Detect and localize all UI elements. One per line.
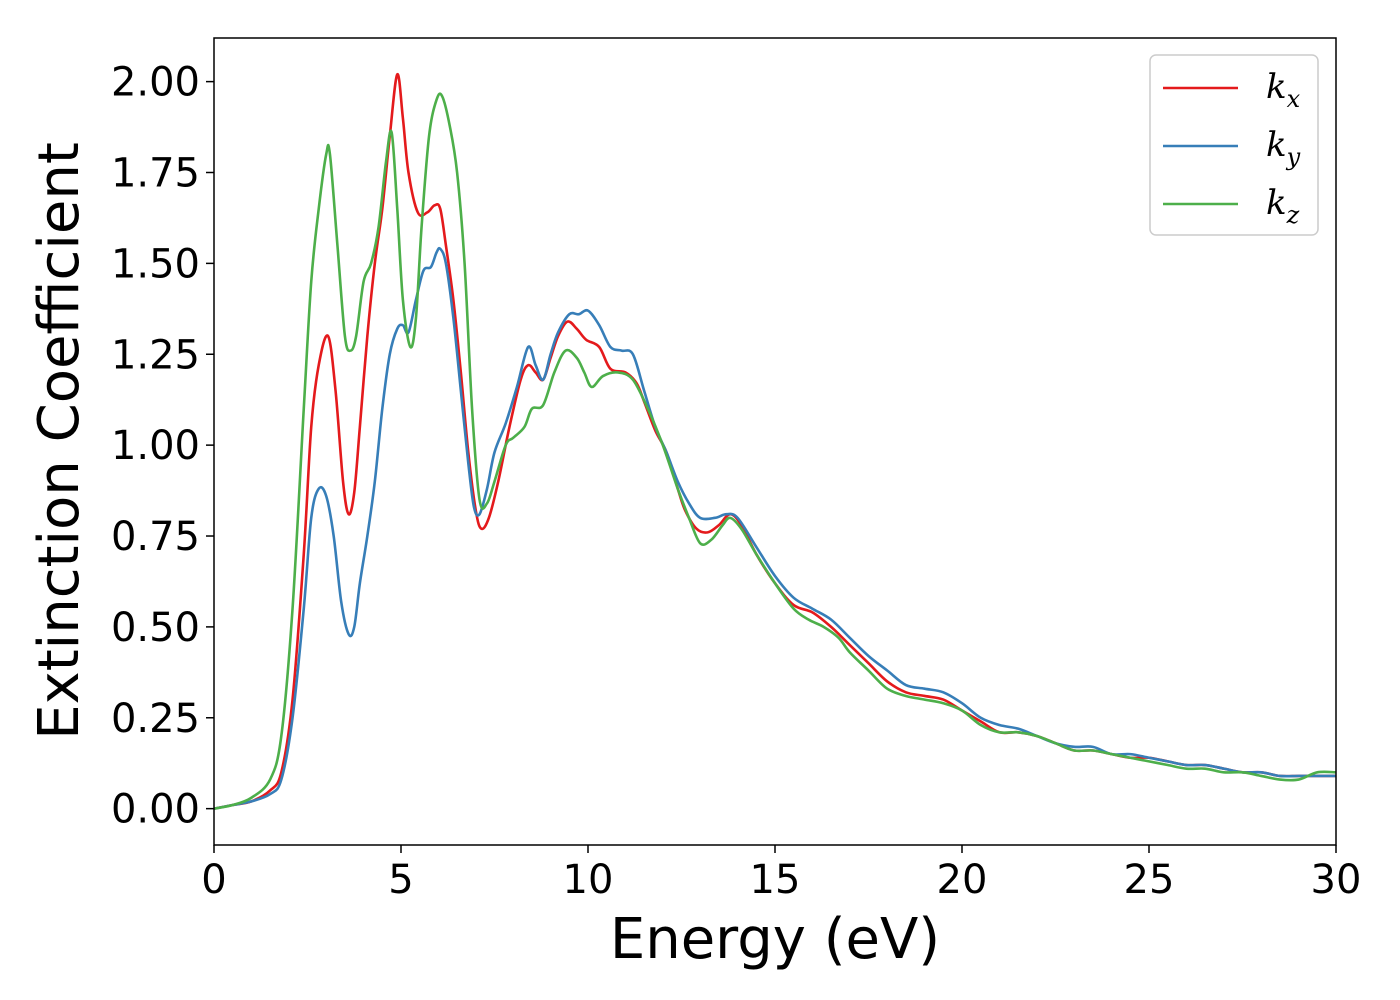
y-tick-label: 1.00 [111,423,200,469]
x-axis-label: Energy (eV) [610,907,940,972]
x-tick-label: 20 [937,857,988,903]
y-tick-label: 0.75 [111,514,200,560]
x-tick-label: 30 [1311,857,1362,903]
legend-label-x: kx [1266,67,1301,113]
y-tick-label: 2.00 [111,60,200,106]
x-tick-label: 0 [201,857,226,903]
x-tick-label: 5 [388,857,413,903]
x-axis: 0 5 10 15 20 25 30 [201,845,1361,903]
series-layer [214,73,1336,810]
series-line-y [214,246,1336,810]
y-axis-label: Extinction Coefficient [27,142,92,740]
x-tick-label: 25 [1124,857,1175,903]
legend-label-y: ky [1266,125,1301,171]
y-tick-label: 1.75 [111,151,200,197]
series-line-z [214,92,1336,810]
x-tick-label: 10 [563,857,614,903]
y-tick-label: 0.00 [111,787,200,833]
y-tick-label: 1.25 [111,332,200,378]
y-tick-label: 0.25 [111,696,200,742]
y-tick-label: 0.50 [111,605,200,651]
x-tick-label: 15 [750,857,801,903]
y-axis: 0.00 0.25 0.50 0.75 1.00 1.25 1.50 1.75 2.00 [111,60,214,833]
legend-label-z: kz [1266,183,1300,229]
y-tick-label: 1.50 [111,241,200,287]
legend: kx ky kz [1149,54,1319,236]
